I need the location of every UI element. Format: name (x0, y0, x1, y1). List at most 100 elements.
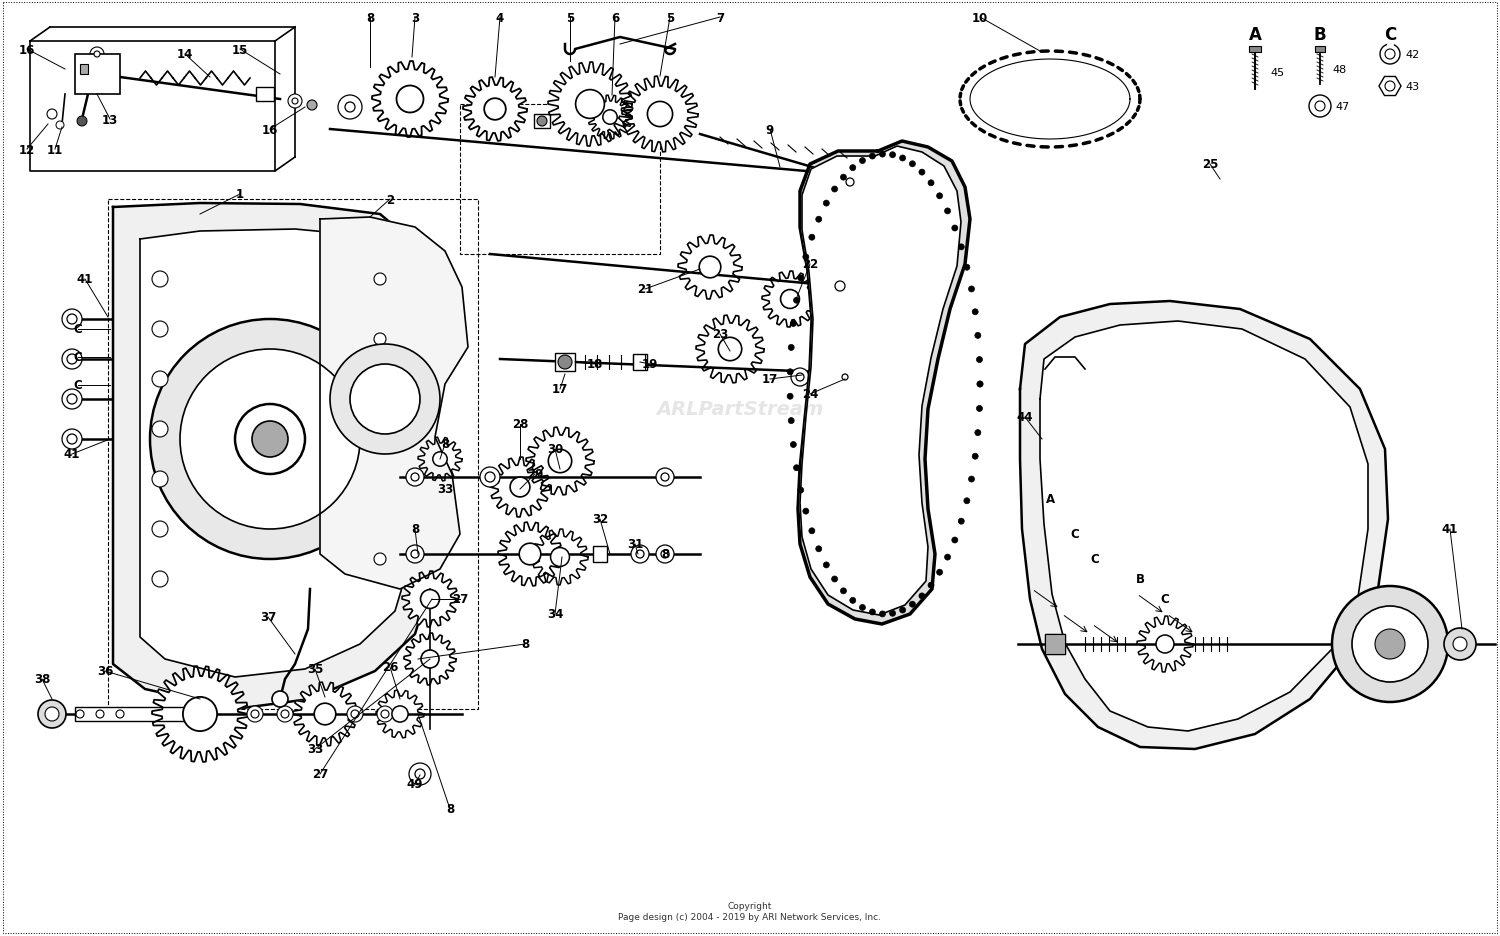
Circle shape (480, 467, 500, 488)
Text: 17: 17 (762, 373, 778, 386)
Circle shape (945, 209, 951, 214)
Polygon shape (464, 78, 526, 141)
Circle shape (406, 546, 424, 563)
Polygon shape (292, 682, 357, 746)
Circle shape (152, 571, 168, 588)
Polygon shape (112, 204, 442, 709)
Circle shape (433, 452, 447, 467)
Text: 8: 8 (411, 523, 419, 536)
Text: 38: 38 (34, 673, 50, 686)
Circle shape (68, 434, 76, 445)
Circle shape (484, 99, 506, 121)
Circle shape (62, 310, 82, 329)
Text: 21: 21 (638, 284, 652, 296)
Circle shape (411, 550, 419, 559)
Text: 5: 5 (666, 11, 674, 24)
Text: C: C (74, 323, 82, 336)
Circle shape (76, 710, 84, 718)
Circle shape (794, 465, 800, 471)
Circle shape (1384, 50, 1395, 60)
Circle shape (351, 710, 358, 718)
Circle shape (798, 276, 804, 282)
Circle shape (879, 152, 885, 158)
Circle shape (94, 51, 100, 58)
Circle shape (879, 611, 885, 617)
Text: 2: 2 (386, 194, 394, 206)
Circle shape (68, 395, 76, 404)
Circle shape (699, 256, 721, 279)
Bar (108, 199, 478, 709)
Circle shape (952, 226, 958, 232)
Circle shape (816, 547, 822, 552)
Circle shape (410, 763, 430, 785)
Circle shape (952, 537, 958, 544)
Circle shape (969, 476, 975, 483)
Circle shape (292, 99, 298, 105)
Circle shape (636, 550, 644, 559)
Polygon shape (1137, 616, 1192, 672)
Text: C: C (74, 351, 82, 364)
Text: 1: 1 (236, 188, 244, 201)
Circle shape (392, 706, 408, 723)
Circle shape (150, 320, 390, 560)
Circle shape (537, 117, 548, 127)
Circle shape (346, 707, 363, 723)
Circle shape (519, 544, 542, 565)
Circle shape (374, 553, 386, 565)
Text: 15: 15 (232, 43, 248, 56)
Text: 16: 16 (20, 43, 34, 56)
Circle shape (62, 430, 82, 449)
Circle shape (152, 472, 168, 488)
Circle shape (900, 607, 906, 613)
Circle shape (550, 548, 570, 567)
Circle shape (796, 373, 804, 382)
Circle shape (816, 217, 822, 223)
Circle shape (396, 86, 423, 113)
Circle shape (842, 174, 860, 192)
Text: A: A (1046, 493, 1054, 506)
Polygon shape (800, 147, 962, 615)
Circle shape (90, 48, 104, 62)
Circle shape (62, 350, 82, 370)
Polygon shape (588, 96, 632, 139)
Circle shape (958, 519, 964, 524)
Circle shape (890, 610, 896, 617)
Circle shape (836, 282, 844, 292)
Polygon shape (696, 315, 764, 384)
Text: 33: 33 (308, 742, 322, 755)
Text: 42: 42 (1406, 50, 1419, 60)
Text: 8: 8 (446, 803, 454, 815)
Bar (592, 547, 608, 563)
Circle shape (314, 704, 336, 725)
Text: 8: 8 (520, 637, 530, 651)
Text: 43: 43 (1406, 82, 1419, 92)
Polygon shape (762, 271, 818, 328)
Text: 8: 8 (366, 11, 374, 24)
Circle shape (859, 605, 865, 611)
Circle shape (976, 382, 982, 388)
Circle shape (945, 554, 951, 561)
Circle shape (1380, 45, 1400, 65)
Circle shape (790, 321, 796, 328)
Circle shape (972, 310, 978, 315)
Bar (1046, 635, 1065, 654)
Circle shape (972, 454, 978, 460)
Circle shape (350, 365, 420, 434)
Circle shape (558, 356, 572, 370)
Text: 22: 22 (802, 258, 818, 271)
Circle shape (68, 314, 76, 325)
Polygon shape (140, 229, 422, 678)
Circle shape (976, 358, 982, 363)
Text: 41: 41 (64, 448, 80, 461)
Circle shape (976, 382, 982, 388)
Text: 31: 31 (627, 538, 644, 551)
Circle shape (798, 488, 804, 493)
Text: 9: 9 (766, 124, 774, 137)
Text: 14: 14 (177, 49, 194, 62)
Text: 11: 11 (46, 143, 63, 156)
Text: C: C (1161, 592, 1170, 606)
Circle shape (183, 697, 218, 731)
Circle shape (788, 394, 794, 400)
Text: 41: 41 (1442, 523, 1458, 536)
Bar (80, 65, 88, 75)
